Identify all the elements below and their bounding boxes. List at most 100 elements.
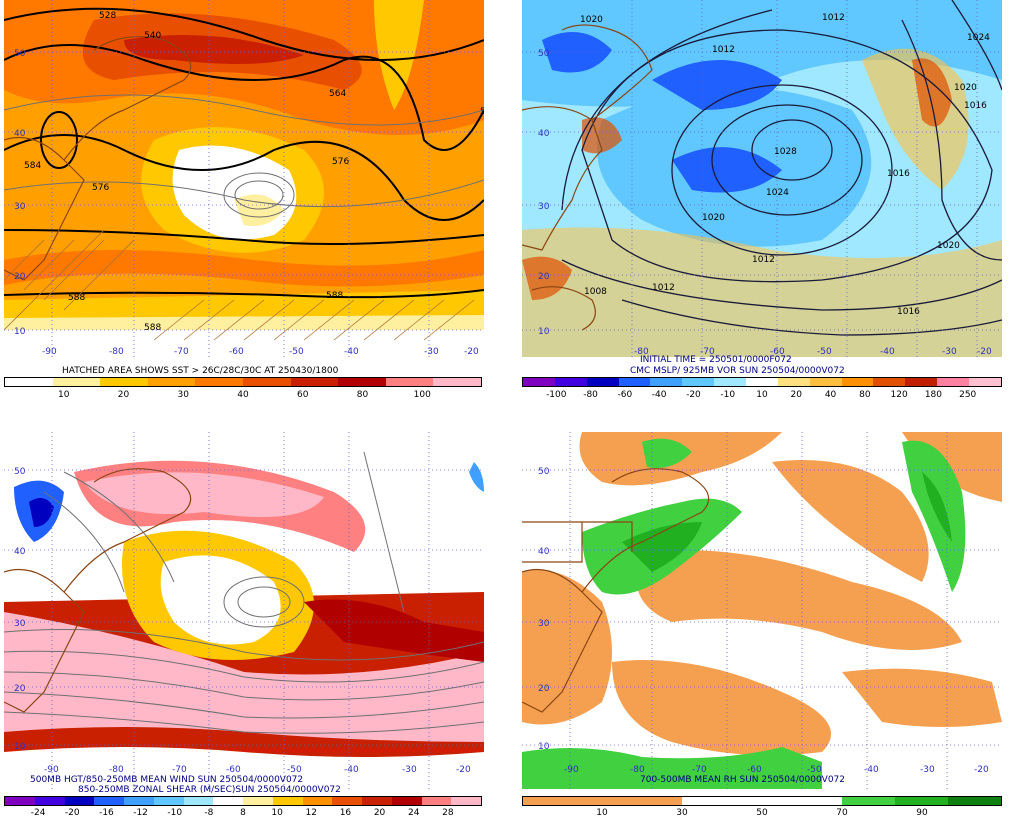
colorbar-swatch xyxy=(5,797,35,805)
colorbar-swatch xyxy=(586,378,619,386)
lat-label: 50 xyxy=(538,467,550,477)
contour-label: 540 xyxy=(144,31,161,41)
lat-label: 10 xyxy=(538,742,550,752)
lon-label: -70 xyxy=(692,765,707,775)
panel-zonal-shear: 50 40 30 20 10 -90 -80 -70 -60 -50 -40 -… xyxy=(4,432,484,789)
colorbar-tick-label: -100 xyxy=(546,390,567,400)
panel-500mb-wind-speed: 50 40 30 20 10 -90 -80 -70 -60 -50 -40 -… xyxy=(4,0,484,357)
colorbar-tick-label: -16 xyxy=(99,808,114,818)
lon-label: -50 xyxy=(817,347,832,357)
lon-label: -60 xyxy=(226,765,241,775)
colorbar-tick-label: 70 xyxy=(836,808,848,818)
colorbar-tick-label: -24 xyxy=(30,808,46,818)
lon-labels: -80 -70 -60 -50 -40 -30 -20 xyxy=(634,347,992,357)
colorbar-tick-label: -80 xyxy=(583,390,598,400)
colorbar-swatch xyxy=(213,797,243,805)
lon-labels: -90 -80 -70 -60 -50 -40 -30 -20 xyxy=(42,347,479,357)
colorbar-swatch xyxy=(302,797,333,805)
isobar-label: 1020 xyxy=(937,241,960,251)
contour-label: 576 xyxy=(92,183,109,193)
colorbar-tick-label: -10 xyxy=(720,390,736,400)
colorbar-swatch xyxy=(554,378,587,386)
lat-label: 30 xyxy=(538,202,550,212)
lat-label: 40 xyxy=(538,129,550,139)
isobar-label: 1016 xyxy=(964,101,987,111)
colorbar-tick-label: 16 xyxy=(339,808,352,818)
colorbar-swatch xyxy=(714,378,747,386)
map-500mb-wind: 50 40 30 20 10 -90 -80 -70 -60 -50 -40 -… xyxy=(4,0,484,357)
lon-label: -70 xyxy=(172,765,187,775)
lon-label: -90 xyxy=(564,765,579,775)
caption-top-left: HATCHED AREA SHOWS SST > 26C/28C/30C AT … xyxy=(62,366,339,376)
colorbar-tick-label: 50 xyxy=(756,808,768,818)
caption-top-right-line2: CMC MSLP/ 925MB VOR SUN 250504/0000V072 xyxy=(630,366,845,376)
caption-bottom-left-line1: 500MB HGT/850-250MB MEAN WIND SUN 250504… xyxy=(30,775,304,785)
lon-label: -60 xyxy=(770,347,785,357)
lon-label: -40 xyxy=(344,765,359,775)
caption-bottom-right: 700-500MB MEAN RH SUN 250504/0000V072 xyxy=(640,775,846,785)
lon-label: -20 xyxy=(464,347,479,357)
colorbar-swatch xyxy=(195,378,243,386)
colorbar-tick-label: 40 xyxy=(824,390,837,400)
isobar-label: 1008 xyxy=(584,287,607,297)
colorbar-tick-label: 80 xyxy=(356,390,369,400)
lat-label: 10 xyxy=(538,327,550,337)
contour-label: 564 xyxy=(329,89,346,99)
lat-label: 20 xyxy=(538,272,550,282)
contour-label: 528 xyxy=(99,11,116,21)
colorbar-tick-label: -8 xyxy=(204,808,214,818)
isobar-label: 1020 xyxy=(954,83,977,93)
colorbar-swatch xyxy=(841,378,874,386)
lon-label: -30 xyxy=(424,347,439,357)
map-mslp-vorticity: 50 40 30 20 10 -80 -70 -60 -50 -40 -30 -… xyxy=(522,0,1002,357)
contour-label: 584 xyxy=(24,161,41,171)
colorbar-swatch xyxy=(841,797,895,805)
colorbar-tick-label: 10 xyxy=(596,808,608,818)
colorbar-swatch xyxy=(433,378,481,386)
isobar-label: 1024 xyxy=(766,188,789,198)
colorbar-swatch xyxy=(523,797,577,805)
colorbar-swatch xyxy=(362,797,392,805)
lon-label: -70 xyxy=(700,347,715,357)
colorbar-swatch xyxy=(905,378,938,386)
lon-label: -50 xyxy=(807,765,822,775)
isobar-label: 1012 xyxy=(712,45,735,55)
lat-label: 10 xyxy=(14,327,26,337)
colorbar-swatch xyxy=(788,797,842,805)
lat-label: 40 xyxy=(538,547,550,557)
lon-label: -50 xyxy=(289,347,304,357)
map-zonal-shear: 50 40 30 20 10 -90 -80 -70 -60 -50 -40 -… xyxy=(4,432,484,789)
panel-mean-rh: 50 40 30 20 10 -90 -80 -70 -60 -50 -40 -… xyxy=(522,432,1002,789)
lon-label: -20 xyxy=(977,347,992,357)
isobar-labels: 1020 1012 1012 1024 1028 1024 1020 1020 … xyxy=(580,13,990,317)
colorbar-swatch xyxy=(290,378,339,386)
lon-labels: -90 -80 -70 -60 -50 -40 -30 -20 xyxy=(44,765,471,775)
caption-bottom-left-line2: 850-250MB ZONAL SHEAR (M/SEC)SUN 250504/… xyxy=(78,785,341,795)
colorbar-tick-label: 40 xyxy=(237,390,249,400)
lon-label: -20 xyxy=(456,765,471,775)
lon-labels: -90 -80 -70 -60 -50 -40 -30 -20 xyxy=(564,765,989,775)
colorbar-swatch xyxy=(809,378,842,386)
lat-label: 20 xyxy=(538,684,550,694)
colorbar-swatch xyxy=(243,797,273,805)
colorbar-swatch xyxy=(338,378,386,386)
colorbar-ticks-top-right: -100 -80 -60 -40 -20 -10 10 20 40 80 120 180 250 xyxy=(522,390,1002,400)
colorbar-tick-label: 90 xyxy=(916,808,928,818)
lat-labels: 50 40 30 20 10 xyxy=(538,467,550,752)
caption-top-right-line1: INITIAL TIME = 250501/0000F072 xyxy=(640,355,792,365)
colorbar-swatch xyxy=(735,797,789,805)
lat-label: 50 xyxy=(538,49,550,59)
colorbar-swatch xyxy=(385,378,434,386)
colorbar-swatch xyxy=(873,378,906,386)
lon-label: -60 xyxy=(747,765,762,775)
lat-label: 50 xyxy=(14,467,26,477)
colorbar-swatch xyxy=(153,797,184,805)
colorbar-tick-label: 10 xyxy=(271,808,283,818)
contour-labels: 528 540 564 564 576 576 588 588 588 584 xyxy=(24,11,484,333)
colorbar-top-right xyxy=(522,377,1002,387)
lat-label: 50 xyxy=(14,49,26,59)
colorbar-swatch xyxy=(52,378,101,386)
lon-label: -60 xyxy=(229,347,244,357)
colorbar-swatch xyxy=(5,378,53,386)
colorbar-swatch xyxy=(64,797,95,805)
